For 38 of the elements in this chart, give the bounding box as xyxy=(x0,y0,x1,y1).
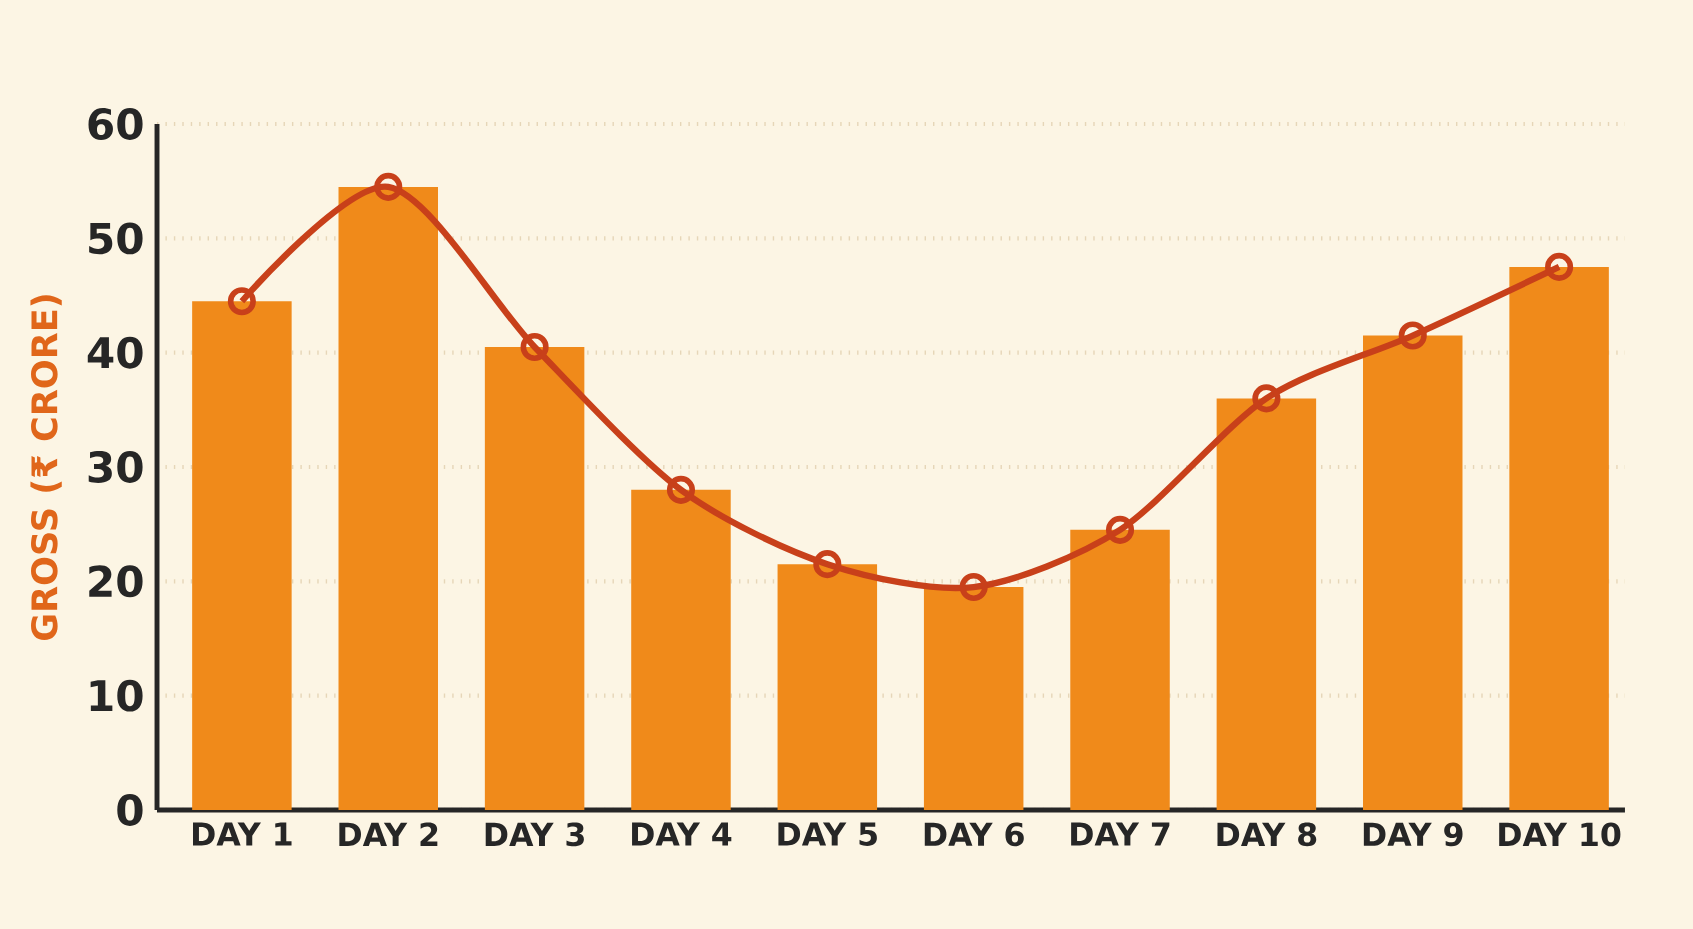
bar xyxy=(777,564,878,810)
x-tick-label: DAY 9 xyxy=(1363,822,1463,847)
x-tick-label: DAY 8 xyxy=(1217,822,1317,847)
x-tick-label: DAY 7 xyxy=(1071,822,1170,846)
x-tick-label: DAY 3 xyxy=(485,822,584,847)
y-tick-label: 30 xyxy=(88,451,143,483)
point xyxy=(666,475,696,504)
y-axis-title: GROSS (₹ CRORE) xyxy=(30,295,62,641)
bar xyxy=(631,489,731,810)
bar xyxy=(1070,529,1170,810)
bar xyxy=(1216,398,1317,810)
y-tick-label: 10 xyxy=(90,679,143,712)
x-tick-label: DAY 4 xyxy=(632,822,732,846)
point xyxy=(374,172,403,201)
point xyxy=(520,332,549,362)
bar xyxy=(484,346,585,810)
y-tick-label: 50 xyxy=(89,222,143,255)
x-tick-label: DAY 5 xyxy=(778,822,877,846)
bar xyxy=(1363,335,1463,810)
point xyxy=(1252,384,1281,413)
y-tick-label: 60 xyxy=(88,108,143,140)
point xyxy=(227,287,256,316)
y-tick-label: 20 xyxy=(89,565,143,598)
bar xyxy=(338,186,438,810)
point xyxy=(1398,321,1427,350)
x-tick-label: DAY 1 xyxy=(193,822,292,846)
y-tick-label: 0 xyxy=(117,794,143,826)
bar xyxy=(1509,266,1609,810)
point xyxy=(959,572,988,602)
y-tick-label: 40 xyxy=(87,336,143,369)
bar xyxy=(192,301,292,810)
x-tick-label: DAY 6 xyxy=(924,822,1024,847)
bar xyxy=(923,587,1024,810)
x-tick-label: DAY 10 xyxy=(1499,822,1621,847)
point xyxy=(813,550,842,579)
point xyxy=(1545,252,1574,281)
x-tick-label: DAY 2 xyxy=(339,822,438,846)
point xyxy=(1105,515,1135,544)
